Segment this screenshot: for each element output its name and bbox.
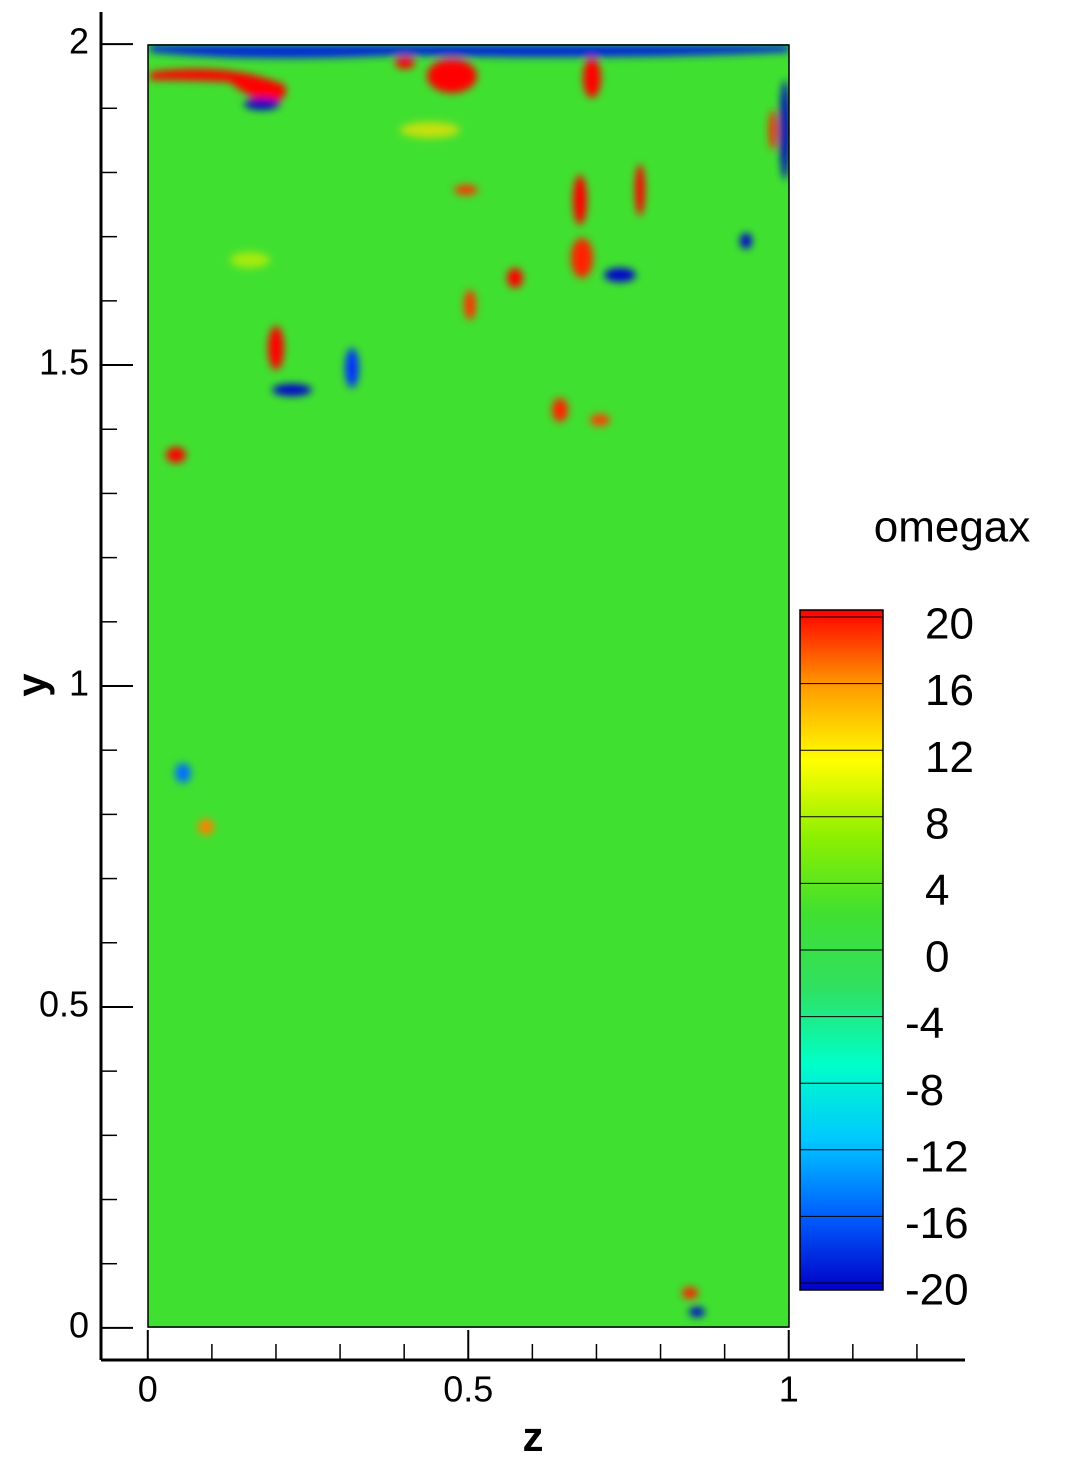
y-tick-label: 2: [69, 21, 89, 62]
colorbar-label: -12: [905, 1132, 969, 1181]
colorbar-label: 8: [925, 799, 949, 848]
y-tick-label: 1: [69, 663, 89, 704]
x-tick-label: 0.5: [443, 1369, 493, 1410]
colorbar-label: 12: [925, 733, 974, 782]
x-tick-label: 1: [779, 1369, 799, 1410]
y-tick-label: 0: [69, 1304, 89, 1345]
field-border: [147, 44, 790, 1328]
vortex-structures: [150, 45, 789, 1317]
colorbar-label: -20: [905, 1266, 969, 1315]
y-tick-label: 0.5: [39, 983, 89, 1024]
field-background: [147, 44, 789, 1328]
colorbar-label: -8: [905, 1066, 944, 1115]
colorbar-label: 0: [925, 933, 949, 982]
colorbar-label: -16: [905, 1199, 969, 1248]
colorbar-title: omegax: [874, 503, 1031, 552]
contour-field: [147, 44, 789, 1328]
colorbar-label: 20: [925, 600, 974, 649]
y-tick-label: 1.5: [39, 342, 89, 383]
y-axis-label: y: [8, 673, 55, 697]
axes: 0 0.5 1 0 0.5 1 1.5 2: [39, 12, 965, 1410]
x-tick-label: 0: [138, 1369, 158, 1410]
x-axis-label: z: [523, 1413, 544, 1460]
colorbar-label: 4: [925, 866, 949, 915]
colorbar-label: -4: [905, 999, 944, 1048]
colorbar-label: 16: [925, 666, 974, 715]
